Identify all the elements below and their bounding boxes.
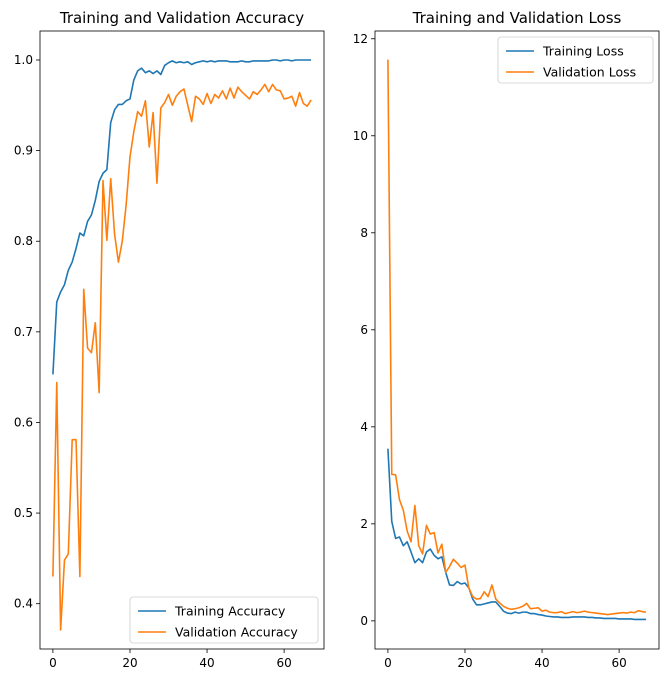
accuracy-x-tick-label: 40: [199, 656, 214, 670]
loss-series-line-training: [387, 448, 647, 621]
accuracy-y-tick-label: 0.8: [14, 234, 33, 248]
loss-x-tick-label: 0: [384, 656, 392, 670]
loss-chart-title: Training and Validation Loss: [412, 9, 622, 27]
loss-y-tick-label: 12: [353, 32, 368, 46]
accuracy-legend: Training Accuracy Validation Accuracy: [129, 596, 319, 644]
loss-y-tick-label: 10: [353, 129, 368, 143]
accuracy-legend-label: Validation Accuracy: [175, 625, 298, 640]
accuracy-legend-box: [129, 596, 319, 644]
loss-legend-box: [497, 36, 654, 84]
loss-series-line-validation: [387, 59, 647, 616]
accuracy-x-tick-label: 20: [122, 656, 137, 670]
loss-y-tick-label: 2: [360, 517, 368, 531]
accuracy-y-tick-label: 0.4: [14, 597, 33, 611]
loss-legend-label: Training Loss: [542, 44, 624, 59]
accuracy-chart-title: Training and Validation Accuracy: [59, 9, 304, 27]
loss-y-tick-label: 4: [360, 420, 368, 434]
accuracy-legend-label: Training Accuracy: [174, 604, 286, 619]
loss-x-tick-label: 20: [457, 656, 472, 670]
accuracy-series-line-training: [52, 59, 312, 375]
loss-y-tick-label: 6: [360, 323, 368, 337]
loss-y-tick-label: 0: [360, 614, 368, 628]
loss-legend-label: Validation Loss: [543, 65, 636, 80]
accuracy-series-line-validation: [52, 83, 312, 631]
loss-y-tick-label: 8: [360, 226, 368, 240]
loss-x-tick-label: 60: [611, 656, 626, 670]
loss-axes-frame: [374, 30, 660, 650]
accuracy-x-tick-label: 60: [276, 656, 291, 670]
loss-chart: Training and Validation Loss 0 20 40 60 0 2 4 6 8…: [353, 9, 660, 670]
accuracy-y-tick-label: 0.5: [14, 506, 33, 520]
accuracy-y-tick-label: 0.6: [14, 415, 33, 429]
accuracy-y-tick-label: 0.9: [14, 144, 33, 158]
loss-x-tick-label: 40: [534, 656, 549, 670]
accuracy-x-tick-label: 0: [49, 656, 57, 670]
loss-legend: Training Loss Validation Loss: [497, 36, 654, 84]
accuracy-axes-frame: [39, 30, 325, 650]
accuracy-y-tick-label: 0.7: [14, 325, 33, 339]
accuracy-chart: Training and Validation Accuracy 0 20 40 60 0…: [14, 9, 325, 670]
accuracy-y-tick-label: 1.0: [14, 53, 33, 67]
